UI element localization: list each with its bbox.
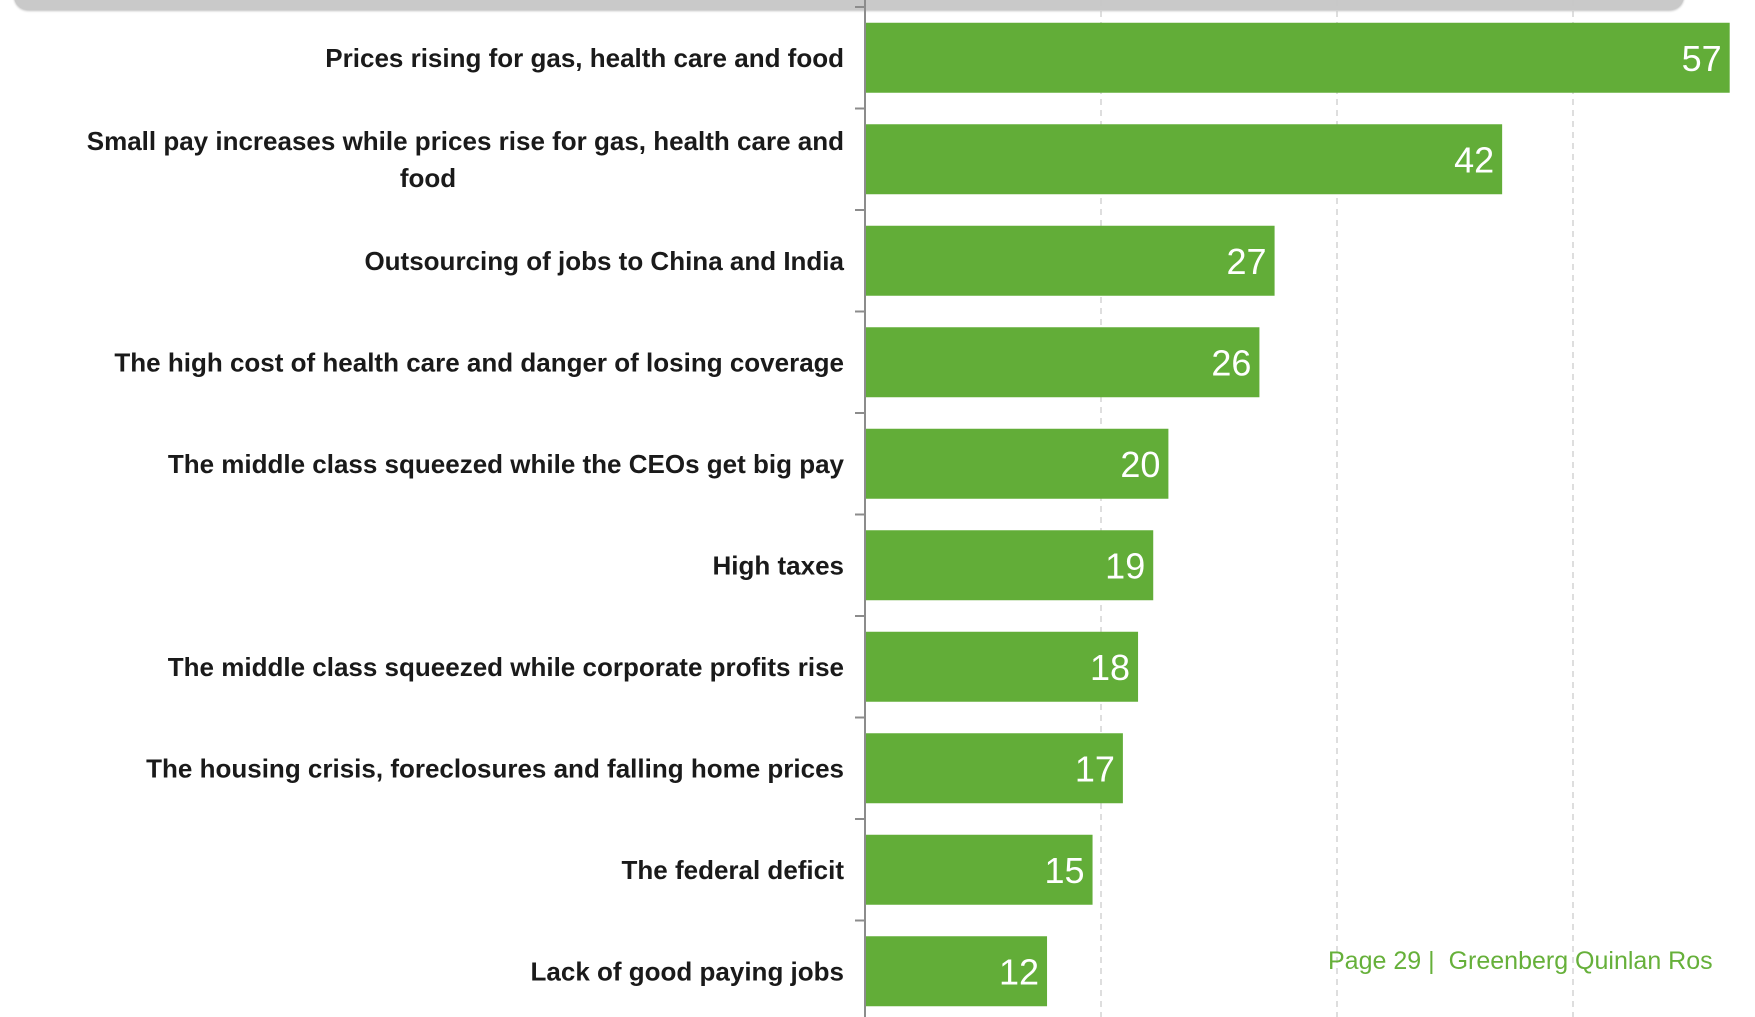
bar: [865, 22, 1730, 93]
page-footer: Page 29 | Greenberg Quinlan Ros: [1328, 947, 1713, 976]
category-label: Lack of good paying jobs: [531, 956, 844, 986]
bar: [865, 530, 1154, 601]
category-label: Outsourcing of jobs to China and India: [364, 246, 844, 276]
value-label: 57: [1682, 38, 1722, 79]
bar: [865, 936, 1048, 1007]
category-label: The middle class squeezed while the CEOs…: [168, 449, 845, 479]
bar: [865, 124, 1503, 195]
bar: [865, 834, 1093, 905]
category-label: The high cost of health care and danger …: [114, 347, 844, 377]
category-label: The federal deficit: [622, 855, 845, 885]
bars: [865, 22, 1730, 1007]
bar: [865, 225, 1275, 296]
bar: [865, 631, 1139, 702]
category-label: High taxes: [713, 550, 845, 580]
value-label: 27: [1227, 241, 1267, 282]
bar: [865, 428, 1169, 499]
value-label: 17: [1075, 748, 1115, 789]
value-label: 12: [999, 951, 1039, 992]
category-axis: [855, 0, 866, 1017]
category-labels: Prices rising for gas, health care and f…: [87, 43, 845, 987]
value-label: 18: [1090, 647, 1130, 688]
value-label: 15: [1045, 850, 1085, 891]
category-label: The housing crisis, foreclosures and fal…: [146, 753, 844, 783]
value-label: 19: [1105, 545, 1145, 586]
category-label: The middle class squeezed while corporat…: [168, 652, 844, 682]
value-label: 42: [1454, 139, 1494, 180]
value-label: 26: [1211, 342, 1251, 383]
value-labels: 57 42 27 26 20 19 18 17 15 12: [999, 38, 1722, 993]
organization-name: Greenberg Quinlan Ros: [1448, 947, 1713, 975]
category-label: Prices rising for gas, health care and f…: [325, 43, 844, 73]
bar: [865, 733, 1123, 804]
page-number-label: Page 29 |: [1328, 947, 1435, 975]
title-banner: [14, 0, 1684, 10]
value-label: 20: [1120, 444, 1160, 485]
bar: [865, 327, 1260, 398]
category-label: Small pay increases while prices rise fo…: [87, 126, 844, 193]
